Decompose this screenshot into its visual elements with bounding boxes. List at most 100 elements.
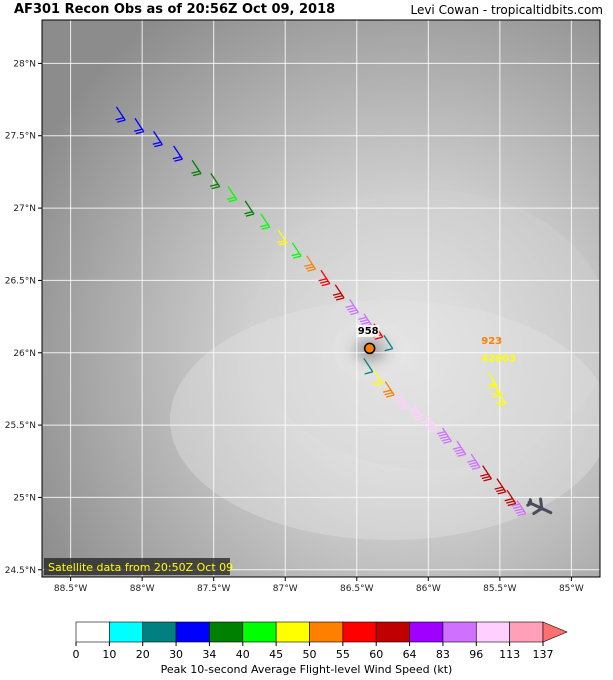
colorbar-segment [342,621,377,643]
barb-flag [361,321,370,325]
buoy-wind-barb [496,390,507,407]
colorbar-segment [409,621,444,643]
barb-flag [334,295,343,299]
barb-flag [471,466,481,470]
barb-flag [372,380,382,384]
barb-staff [399,392,410,407]
barb-flag [211,186,220,190]
barb-flag [345,304,354,308]
barb-staff [306,255,317,270]
barb-flag [496,488,505,493]
wind-barb [511,499,527,517]
barb-flag [468,461,478,466]
barb-flag [304,263,313,267]
satellite-note-box [44,558,230,575]
barb-flag [228,199,237,203]
barb-flag [424,421,433,426]
colorbar: 0 10 20 30 34 40 45 50 55 60 64 83 96 113 137 [73,621,568,661]
barb-flag [350,311,359,316]
barb-flag [347,307,356,311]
barb-flag [261,226,270,230]
colorbar-tick-label: 20 [136,648,150,661]
satellite-layer [42,20,600,577]
buoy-pressure-label: 923 [481,336,502,347]
barb-flag [335,297,345,301]
barb-staff [244,200,255,215]
colorbar-tick-label: 96 [469,648,483,661]
colorbar-segment [209,621,244,643]
colorbar-segment [242,621,277,643]
barb-staff [427,416,438,431]
barb-flag [441,438,450,442]
barb-staff [383,335,394,350]
barb-flag [135,131,144,135]
map-title: AF301 Recon Obs as of 20:56Z Oct 09, 201… [14,2,336,17]
barb-flag [382,389,392,393]
credit-label: Levi Cowan - tropicaltidbits.com [410,3,603,17]
lat-tick-label: 25.5°N [5,421,36,431]
wind-barb [134,118,145,135]
colorbar-tick-label: 45 [269,648,283,661]
wind-barb [259,213,271,230]
barb-flag [359,319,369,323]
colorbar-segment [142,621,177,643]
lon-tick-label: 87.5°W [197,584,231,594]
barb-flag [192,172,202,177]
wind-barb [436,427,452,444]
wind-barb [422,416,438,433]
barb-staff [506,489,517,504]
barb-flag [374,382,383,387]
lat-tick-label: 27.5°N [5,132,36,142]
colorbar-segment [175,621,210,643]
lat-tick-label: 28°N [13,59,36,69]
wind-barb [209,172,221,190]
map-labels: 958 923 42003 [357,324,516,364]
wind-barb [318,269,331,287]
barb-flag [259,224,269,228]
barb-flag [425,424,435,428]
barb-flag [348,309,357,313]
barb-staff [456,440,467,455]
barb-staff [227,186,238,201]
barb-flag [398,403,408,407]
barb-flag [408,407,417,412]
barb-flag [320,280,329,284]
colorbar-segment [275,621,310,643]
barb-flag [483,478,492,482]
barb-flag [305,266,315,270]
barb-staff [496,390,507,405]
barb-flag [154,144,163,148]
barb-flag [321,282,330,287]
barb-flag [397,401,406,405]
wind-barb [363,358,374,375]
satellite-note: Satellite data from 20:50Z Oct 09 [48,561,233,574]
barb-flag [507,502,516,507]
barb-staff [487,372,498,387]
barb-staff [291,242,302,257]
lat-tick-label: 26.5°N [5,276,36,286]
buoy-id-label: 42003 [481,353,516,364]
barb-flag [244,211,253,215]
barb-flag [517,512,526,517]
barb-flag [440,435,449,440]
barb-flag [384,391,393,396]
barb-flag [191,170,200,174]
barb-flag [511,503,520,507]
barb-flag [512,505,522,510]
wind-barb [227,186,238,203]
plane-shape [526,497,553,516]
barb-flag [277,240,286,244]
barb-flag [293,255,302,259]
wind-barb [504,489,517,507]
barb-flag [117,119,126,123]
barb-staff [349,298,359,313]
barb-flag [413,415,422,419]
lat-tick-label: 27°N [13,204,36,214]
wind-barb [191,159,202,177]
colorbar-tick-label: 83 [436,648,450,661]
barb-staff [277,229,288,244]
barb-flag [332,292,342,296]
colorbar-tick-label: 34 [202,648,216,661]
wind-barb [494,478,507,495]
barb-staff [384,381,395,396]
